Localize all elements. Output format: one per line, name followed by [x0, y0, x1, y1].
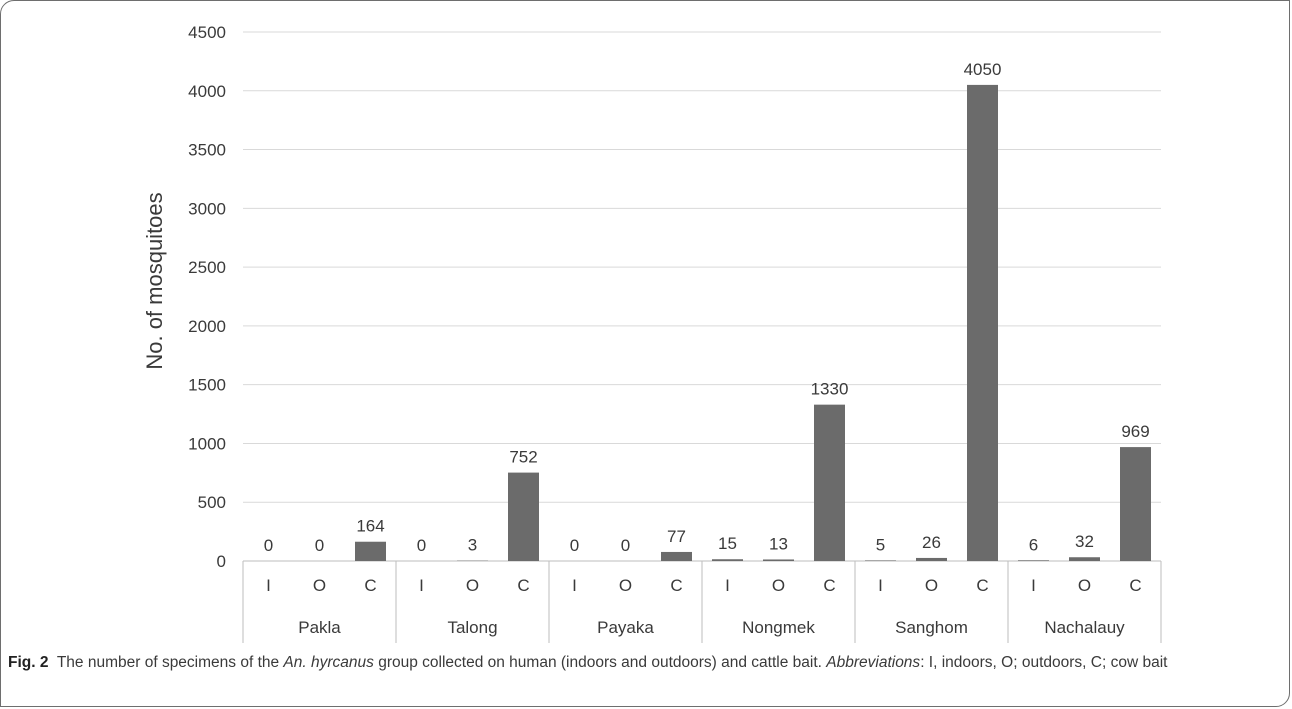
gridlines [243, 31, 1161, 562]
data-label: 26 [922, 533, 941, 552]
bar [865, 560, 896, 561]
x-subcategory-label: C [976, 576, 988, 595]
bar [967, 84, 998, 562]
x-subcategory-label: O [1078, 576, 1091, 595]
x-group-label: Nachalauy [1044, 618, 1125, 637]
data-label: 969 [1121, 422, 1149, 441]
bar [1069, 557, 1100, 561]
x-subcategory-label: I [878, 576, 883, 595]
bars [355, 84, 1151, 562]
data-label: 0 [417, 536, 426, 555]
data-label: 0 [621, 536, 630, 555]
data-label: 3 [468, 536, 477, 555]
x-group-label: Payaka [597, 618, 654, 637]
x-subcategory-label: O [925, 576, 938, 595]
x-subcategory-label: O [619, 576, 632, 595]
data-label: 0 [570, 536, 579, 555]
bar [508, 472, 539, 561]
bar [355, 541, 386, 561]
data-label: 13 [769, 534, 788, 553]
data-label: 15 [718, 534, 737, 553]
x-group-label: Nongmek [742, 618, 815, 637]
y-tick-label: 1500 [188, 376, 226, 395]
bar [916, 557, 947, 561]
bar [661, 551, 692, 561]
y-axis-label: No. of mosquitoes [142, 192, 167, 369]
data-label: 0 [264, 536, 273, 555]
x-subcategory-label: O [772, 576, 785, 595]
caption-abbrev-label: Abbreviations [826, 654, 921, 671]
y-tick-label: 1000 [188, 434, 226, 453]
data-label: 77 [667, 527, 686, 546]
bar [1018, 560, 1049, 561]
caption-text-2: group collected on human (indoors and ou… [373, 654, 827, 671]
data-labels: 0 0 164 0 3 752 0 0 77 15 13 1330 5 26 4050 6 32 969 [264, 60, 1150, 555]
y-tick-label: 2500 [188, 258, 226, 277]
y-tick-label: 4500 [188, 23, 226, 42]
x-subcategory-label: C [1129, 576, 1141, 595]
data-label: 1330 [811, 380, 849, 399]
figure-number: Fig. 2 [8, 654, 49, 671]
bar [712, 559, 743, 561]
data-label: 6 [1029, 535, 1038, 554]
data-label: 4050 [964, 60, 1002, 79]
y-tick-label: 3000 [188, 199, 226, 218]
bar [763, 559, 794, 561]
y-tick-label: 0 [217, 552, 226, 571]
x-group-label: Pakla [298, 618, 341, 637]
data-label: 5 [876, 535, 885, 554]
caption-text-1: The number of specimens of the [56, 654, 284, 671]
figure-caption: Fig. 2 The number of specimens of the An… [8, 652, 1278, 674]
x-subcategory-label: I [572, 576, 577, 595]
x-subcategory-label: I [266, 576, 271, 595]
x-axis: I O C Pakla I O C Talong I O C Payaka I O C Nongmek I O C S… [242, 561, 1162, 643]
y-axis-ticks: 0 500 1000 1500 2000 2500 3000 3500 4000 4500 [188, 23, 226, 571]
x-subcategory-label: C [823, 576, 835, 595]
x-subcategory-label: C [364, 576, 376, 595]
x-subcategory-label: O [466, 576, 479, 595]
y-tick-label: 500 [198, 493, 226, 512]
bar [1120, 447, 1151, 561]
x-subcategory-label: O [313, 576, 326, 595]
bar [814, 404, 845, 561]
x-subcategory-label: C [670, 576, 682, 595]
x-subcategory-label: C [517, 576, 529, 595]
x-group-label: Talong [447, 618, 497, 637]
x-group-label: Sanghom [895, 618, 968, 637]
x-subcategory-label: I [725, 576, 730, 595]
data-label: 752 [509, 448, 537, 467]
y-tick-label: 3500 [188, 141, 226, 160]
caption-species: An. hyrcanus [283, 654, 374, 671]
x-subcategory-label: I [1031, 576, 1036, 595]
caption-text-3: : I, indoors, O; outdoors, C; cow bait [920, 654, 1168, 671]
y-tick-label: 2000 [188, 317, 226, 336]
y-tick-label: 4000 [188, 82, 226, 101]
data-label: 164 [356, 517, 384, 536]
data-label: 32 [1075, 532, 1094, 551]
data-label: 0 [315, 536, 324, 555]
x-subcategory-label: I [419, 576, 424, 595]
